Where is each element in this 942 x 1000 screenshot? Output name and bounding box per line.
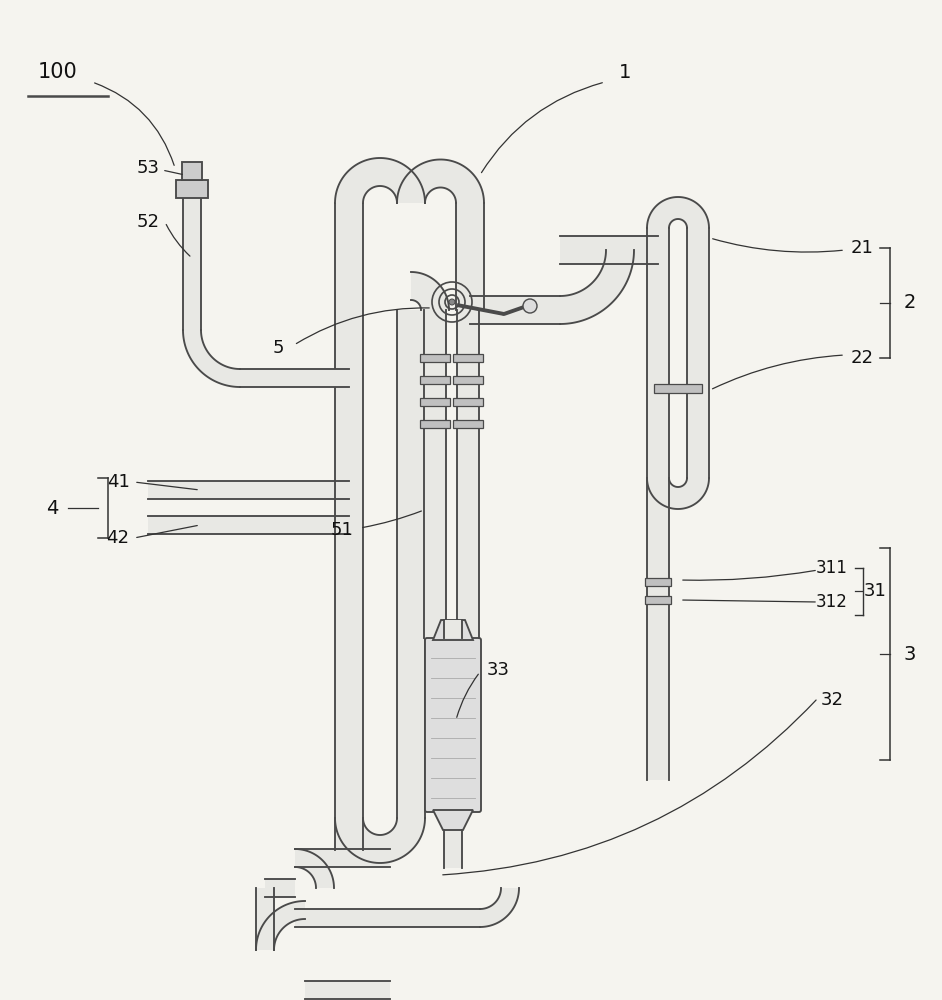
Polygon shape bbox=[444, 620, 462, 638]
Polygon shape bbox=[295, 909, 480, 927]
Polygon shape bbox=[397, 310, 425, 818]
Polygon shape bbox=[183, 330, 240, 387]
Polygon shape bbox=[256, 888, 274, 950]
Text: 52: 52 bbox=[137, 213, 159, 231]
Circle shape bbox=[449, 299, 455, 305]
Text: 51: 51 bbox=[331, 521, 353, 539]
Polygon shape bbox=[183, 198, 201, 330]
Polygon shape bbox=[444, 830, 462, 868]
Text: 22: 22 bbox=[851, 349, 873, 367]
Polygon shape bbox=[433, 810, 473, 830]
Text: 1: 1 bbox=[619, 62, 631, 82]
Polygon shape bbox=[456, 203, 484, 310]
Polygon shape bbox=[397, 160, 484, 203]
Bar bbox=[176, 180, 208, 198]
Text: 2: 2 bbox=[903, 294, 917, 312]
Polygon shape bbox=[560, 250, 634, 324]
Polygon shape bbox=[148, 481, 349, 499]
Text: 312: 312 bbox=[816, 593, 848, 611]
Text: 4: 4 bbox=[46, 498, 58, 518]
Bar bbox=[645, 578, 671, 586]
Polygon shape bbox=[457, 310, 479, 638]
Bar bbox=[420, 376, 450, 384]
Text: 31: 31 bbox=[864, 582, 886, 600]
Polygon shape bbox=[433, 620, 473, 640]
Bar bbox=[453, 398, 483, 406]
Polygon shape bbox=[647, 478, 669, 780]
Polygon shape bbox=[560, 236, 658, 264]
Bar bbox=[420, 354, 450, 362]
Polygon shape bbox=[256, 901, 305, 950]
Polygon shape bbox=[335, 158, 425, 203]
Text: 33: 33 bbox=[486, 661, 510, 679]
Text: 311: 311 bbox=[816, 559, 848, 577]
Polygon shape bbox=[335, 818, 363, 850]
Polygon shape bbox=[647, 197, 709, 228]
Text: 5: 5 bbox=[272, 339, 284, 357]
Bar bbox=[453, 420, 483, 428]
Text: 53: 53 bbox=[137, 159, 159, 177]
Polygon shape bbox=[240, 369, 349, 387]
Text: 41: 41 bbox=[106, 473, 129, 491]
Bar bbox=[182, 162, 202, 180]
Polygon shape bbox=[470, 296, 560, 324]
Text: 100: 100 bbox=[38, 62, 78, 82]
Polygon shape bbox=[647, 228, 669, 478]
Bar bbox=[453, 354, 483, 362]
Text: 42: 42 bbox=[106, 529, 129, 547]
Text: 3: 3 bbox=[903, 645, 917, 664]
Polygon shape bbox=[305, 981, 390, 999]
Polygon shape bbox=[335, 818, 425, 863]
Polygon shape bbox=[647, 478, 709, 509]
Polygon shape bbox=[335, 203, 363, 818]
Polygon shape bbox=[148, 516, 349, 534]
Polygon shape bbox=[295, 849, 390, 867]
Bar bbox=[420, 398, 450, 406]
Text: 21: 21 bbox=[851, 239, 873, 257]
FancyBboxPatch shape bbox=[425, 638, 481, 812]
Bar bbox=[453, 376, 483, 384]
Polygon shape bbox=[411, 272, 449, 310]
Bar bbox=[654, 383, 702, 392]
Polygon shape bbox=[265, 879, 295, 897]
Polygon shape bbox=[295, 849, 334, 888]
Polygon shape bbox=[687, 228, 709, 478]
Circle shape bbox=[523, 299, 537, 313]
Text: 32: 32 bbox=[820, 691, 843, 709]
Bar bbox=[420, 420, 450, 428]
Bar bbox=[645, 596, 671, 604]
Polygon shape bbox=[424, 310, 446, 638]
Polygon shape bbox=[480, 888, 519, 927]
